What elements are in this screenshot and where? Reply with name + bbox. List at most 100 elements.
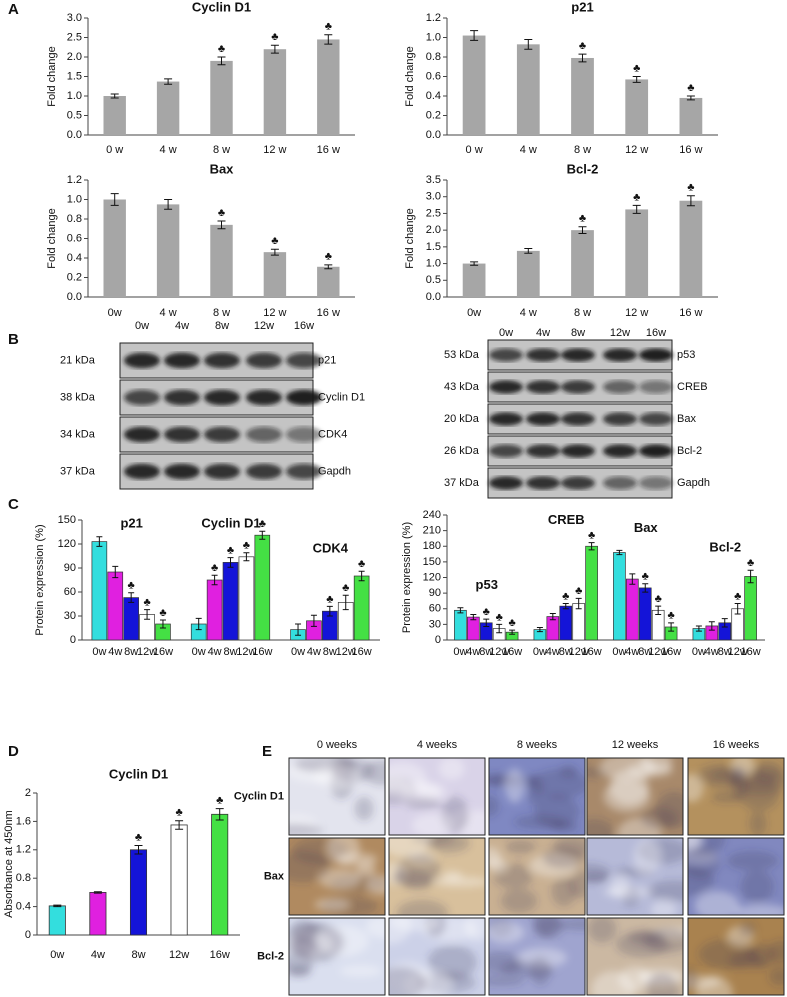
error-bar [215,808,224,821]
x-tick-label: 16w [153,646,173,658]
group-label: Bcl-2 [709,540,741,555]
band [639,476,673,490]
blot-bands [124,352,322,369]
error-bar [575,597,582,610]
x-tick-label: 16w [252,646,272,658]
lane-label: 12w [610,327,630,339]
x-tick-label: 16 w [317,144,340,156]
bar [744,576,757,641]
band [561,476,595,490]
significance-marker: ♣ [633,62,640,74]
band [124,463,160,480]
blot-bands [124,463,322,480]
y-tick-label: 150 [423,556,441,568]
protein-label: Gapdh [318,465,351,477]
bar [625,79,649,135]
ihc-texture [489,838,585,914]
ihc-border [687,837,785,916]
tissue [748,943,775,969]
band [246,463,282,480]
tissue [438,758,465,780]
protein-label: p53 [677,349,695,361]
y-tick-label: 0.0 [67,129,82,141]
bar [89,892,107,936]
ihc-border [586,757,684,836]
error-bar [96,536,103,547]
error-bar [164,199,173,210]
band [246,352,282,369]
error-bar [159,619,166,629]
x-tick-label: 0w [291,646,305,658]
tissue [740,870,775,904]
ihc-border [388,917,486,996]
significance-marker: ♣ [687,82,694,94]
x-tick-label: 8 w [213,307,230,319]
x-tick-label: 4w [108,646,122,658]
y-tick-label: 1.5 [67,70,82,82]
tissue [688,847,720,879]
error-bar [655,605,662,615]
significance-marker: ♣ [227,545,234,557]
tissue [389,966,427,995]
tissue [697,763,746,788]
error-bar [217,56,226,66]
ihc-texture [688,758,784,835]
tissue [489,795,499,817]
group-label: CDK4 [313,541,349,556]
tissue [317,925,369,957]
error-bar [326,605,333,617]
tissue [505,840,536,854]
significance-marker: ♣ [358,558,365,570]
error-bar [128,592,135,603]
ihc-border [488,917,586,996]
error-bar [588,542,595,551]
tissue [739,775,780,811]
kda-label: 43 kDa [444,381,480,393]
error-bar [211,574,218,586]
error-bar [342,594,349,611]
ihc-texture [389,918,485,995]
error-bar [295,623,302,636]
tissue [688,967,698,991]
panel-label: C [8,496,19,513]
tissue [363,759,385,786]
band [204,426,240,443]
error-bar [536,627,543,633]
x-tick-label: 12 w [263,144,286,156]
chart-title: Cyclin D1 [109,766,168,781]
y-tick-label: 0.6 [426,70,441,82]
error-bar [358,570,365,582]
tissue [289,823,324,835]
y-tick-label: 1.6 [16,815,31,827]
band [526,412,560,426]
significance-marker: ♣ [655,593,662,605]
bar [107,571,124,641]
x-tick-label: 4w [466,646,480,658]
band [561,380,595,394]
bar [516,44,540,136]
x-tick-label: 0w [453,646,467,658]
bar [263,49,287,136]
lane-label: 16w [646,327,666,339]
row-label: Cyclin D1 [234,790,284,802]
protein-label: CREB [677,381,708,393]
band [286,352,322,369]
y-tick-label: 0.8 [426,51,441,63]
ihc-border [388,837,486,916]
x-tick-label: 0w [108,307,122,319]
lane-label: 8w [571,327,585,339]
y-tick-label: 0.4 [426,90,441,102]
significance-marker: ♣ [218,43,225,55]
bar [263,252,287,297]
tissue [489,975,525,986]
column-header: 8 weeks [517,739,558,751]
error-bar [629,573,636,585]
bar [679,97,703,135]
bar [317,39,340,136]
band [164,463,200,480]
x-tick-label: 12w [489,646,509,658]
tissue [426,838,470,854]
x-tick-label: 16w [582,646,602,658]
band [204,463,240,480]
x-tick-label: 8w [638,646,652,658]
